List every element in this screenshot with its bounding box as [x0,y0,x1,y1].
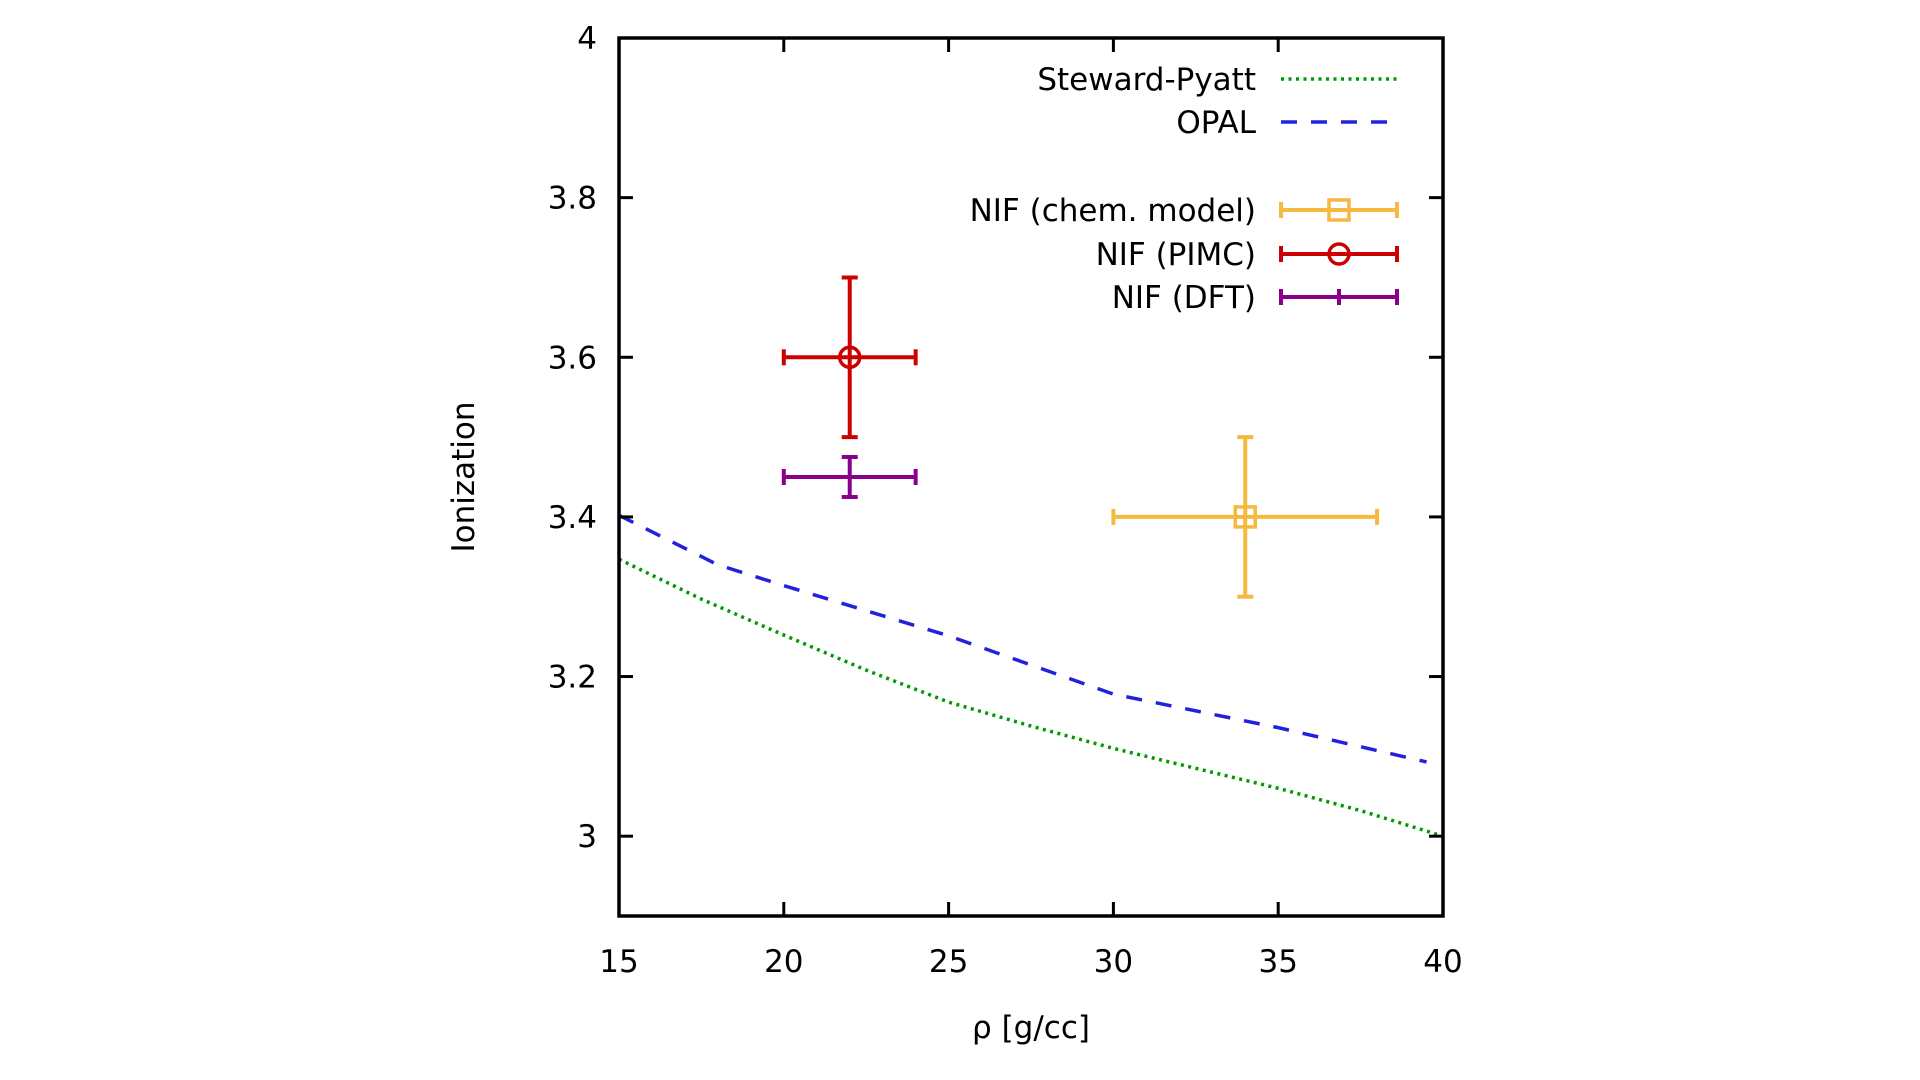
data-point-nif-chem-model [1111,435,1380,599]
legend-item: NIF (DFT) [1112,280,1399,316]
ticks-layer: 15 20 25 30 35 40 3 3.2 3.4 3.6 3.8 4 [548,21,1463,980]
legend-label: NIF (DFT) [1112,280,1256,316]
circle-marker [1327,242,1351,266]
series-line-steward-pyatt [619,557,1443,838]
legend-item: NIF (PIMC) [1096,237,1399,273]
legend-label: NIF (PIMC) [1096,237,1256,273]
data-point-nif-pimc [781,275,918,440]
y-tick-label: 3.4 [548,500,597,536]
square-marker [1233,505,1257,529]
y-tick-label: 3.2 [548,660,597,696]
points-layer [781,275,1380,599]
series-layer [619,513,1443,838]
data-point-nif-dft [781,455,918,499]
legend-item: OPAL [1176,105,1397,141]
x-tick-label: 30 [1094,944,1133,980]
y-tick-label: 3.6 [548,340,597,376]
series-line-opal [619,513,1427,764]
legend-errorbar-swatch [1279,242,1399,266]
x-tick-label: 25 [929,944,968,980]
legend-item: Steward-Pyatt [1037,62,1397,98]
legend-label: NIF (chem. model) [970,193,1256,229]
y-tick-label: 4 [577,21,597,57]
y-tick-label: 3.8 [548,181,597,217]
x-tick-label: 15 [599,944,638,980]
legend-item: NIF (chem. model) [970,193,1399,229]
x-tick-label: 20 [764,944,803,980]
x-axis-label: ρ [g/cc] [972,1010,1090,1046]
square-marker [1327,198,1351,222]
legend-errorbar-swatch [1279,198,1399,222]
plot-frame [617,36,1445,918]
circle-marker [837,345,862,370]
legend: Steward-Pyatt OPAL NIF (chem. model) NIF (P… [970,62,1399,316]
x-tick-label: 35 [1258,944,1297,980]
legend-label: Steward-Pyatt [1037,62,1256,98]
y-tick-label: 3 [577,819,597,855]
legend-label: OPAL [1176,105,1256,141]
y-axis-label: Ionization [446,401,482,552]
x-tick-label: 40 [1423,944,1462,980]
